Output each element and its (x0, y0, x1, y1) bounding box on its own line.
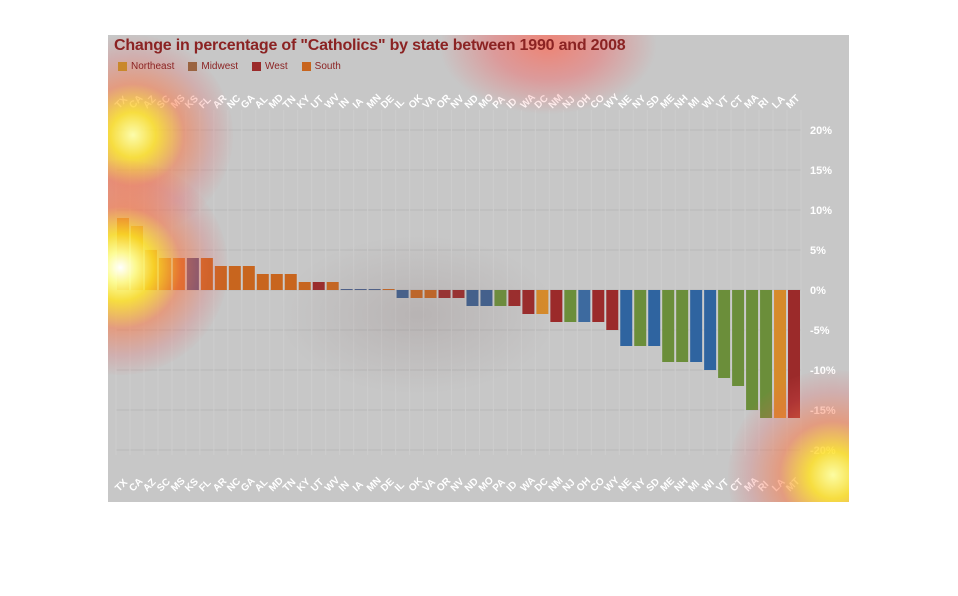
bar-pa (494, 290, 507, 306)
bar-co (592, 290, 605, 322)
y-tick-label: -15% (810, 405, 836, 417)
y-tick-label: 15% (810, 165, 832, 177)
bar-ar (214, 266, 227, 290)
bar-id (508, 290, 521, 306)
bar-tn (284, 274, 297, 290)
bar-ga (242, 266, 255, 290)
legend-item: Midwest (188, 61, 238, 72)
bar-fl (200, 258, 213, 290)
bar-mi (690, 290, 703, 362)
bar-sd (648, 290, 661, 346)
x-tick-label-top: MT (784, 93, 802, 111)
bar-chart: 20% 15% 10% 5% 0% -5% -10% -15% -20% TXCAAZSCMSK… (113, 92, 836, 494)
bars (117, 218, 800, 418)
bar-nd (466, 290, 479, 306)
legend-item: West (252, 61, 288, 72)
x-tick-label-top: IA (351, 96, 366, 111)
y-tick-label: 0% (810, 285, 826, 297)
bar-va (424, 290, 437, 298)
legend-item: South (301, 61, 341, 72)
bar-mt (788, 290, 800, 418)
legend-swatch (252, 62, 262, 71)
x-tick-label-top: ID (505, 96, 520, 111)
x-tick-label-bottom: IA (351, 479, 366, 494)
bar-ri (760, 290, 773, 418)
bar-ks (186, 258, 199, 290)
bar-oh (578, 290, 591, 322)
bar-ne (620, 290, 633, 346)
bar-dc (536, 290, 549, 314)
bar-sc (158, 258, 171, 290)
bar-ms (172, 258, 185, 290)
legend-label: Midwest (201, 61, 239, 72)
bar-me (662, 290, 675, 362)
legend-label: West (265, 61, 288, 72)
y-tick-label: 20% (810, 125, 832, 137)
bar-wi (704, 290, 717, 370)
bar-in (340, 289, 353, 290)
legend-label: South (314, 61, 341, 72)
x-tick-label-top: IL (393, 97, 407, 111)
bar-tx (117, 218, 129, 290)
bar-nh (676, 290, 689, 362)
bar-il (396, 290, 409, 298)
bar-nc (228, 266, 241, 290)
bar-vt (718, 290, 731, 378)
x-tick-label-bottom: ID (505, 479, 520, 494)
y-tick-label: 5% (810, 245, 826, 257)
x-tick-label-bottom: MT (784, 476, 802, 494)
bar-wa (522, 290, 535, 314)
bar-nj (564, 290, 577, 322)
bar-az (144, 250, 157, 290)
bar-ma (746, 290, 759, 410)
y-axis-ticks: 20% 15% 10% 5% 0% -5% -10% -15% -20% (810, 125, 836, 457)
x-tick-label-bottom: IL (393, 480, 407, 494)
bar-wy (606, 290, 619, 330)
chart-panel: 20% 15% 10% 5% 0% -5% -10% -15% -20% TX CA AZ SC MS K… (108, 35, 849, 502)
bar-md (270, 274, 283, 290)
bar-nm (550, 290, 563, 322)
legend-swatch (188, 62, 198, 71)
bar-ok (410, 290, 423, 298)
bar-mo (480, 290, 493, 306)
chart-title: Change in percentage of "Catholics" by s… (114, 37, 626, 54)
bar-mn (368, 289, 381, 290)
bar-or (438, 290, 451, 298)
y-tick-label: 10% (810, 205, 832, 217)
legend-swatch (301, 62, 311, 71)
bar-ny (634, 290, 647, 346)
bar-ct (732, 290, 745, 386)
bar-al (256, 274, 269, 290)
bar-ut (312, 282, 325, 290)
legend: Northeast Midwest West South (118, 61, 341, 72)
bar-ia (354, 289, 367, 290)
bar-ca (130, 226, 143, 290)
bar-nv (452, 290, 465, 298)
y-tick-label: -10% (810, 365, 836, 377)
bar-de (382, 289, 395, 290)
bar-ky (298, 282, 311, 290)
bar-la (774, 290, 787, 418)
legend-item: Northeast (118, 61, 174, 72)
legend-label: Northeast (131, 61, 175, 72)
bar-wv (326, 282, 339, 290)
y-tick-label: -20% (810, 445, 836, 457)
legend-swatch (118, 62, 127, 71)
y-tick-label: -5% (810, 325, 830, 337)
